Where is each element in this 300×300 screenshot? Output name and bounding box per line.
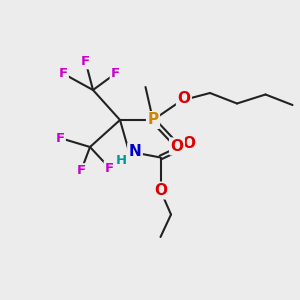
Text: F: F: [56, 131, 64, 145]
Text: P: P: [147, 112, 159, 128]
Text: O: O: [154, 183, 167, 198]
Text: F: F: [111, 67, 120, 80]
Text: N: N: [129, 144, 141, 159]
Text: F: F: [58, 67, 68, 80]
Text: O: O: [177, 91, 190, 106]
Text: H: H: [116, 154, 127, 167]
Text: O: O: [182, 136, 195, 152]
Text: F: F: [105, 161, 114, 175]
Text: O: O: [170, 139, 184, 154]
Text: F: F: [76, 164, 85, 178]
Text: F: F: [81, 55, 90, 68]
